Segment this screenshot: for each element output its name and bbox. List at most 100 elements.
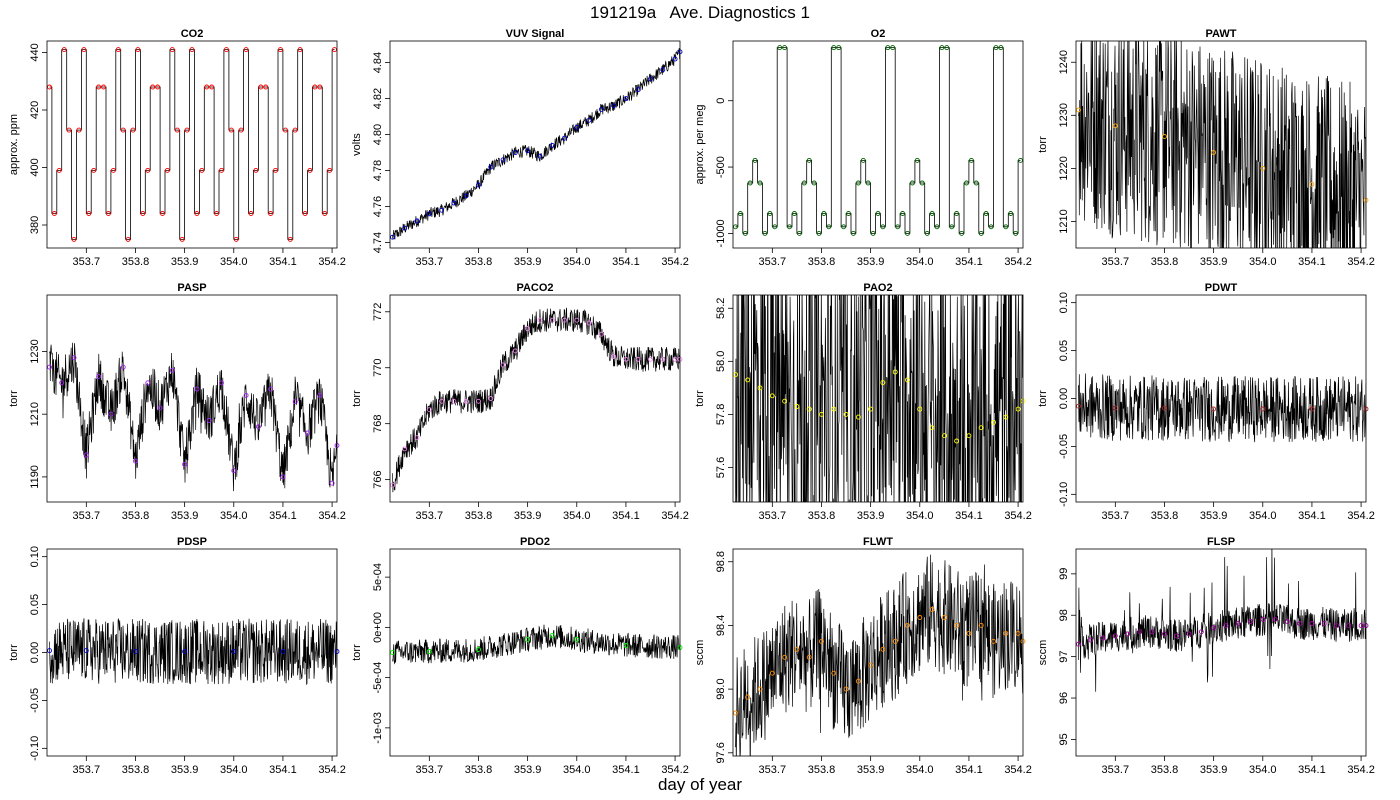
data-point	[733, 224, 738, 230]
data-point	[317, 392, 323, 398]
y-axis-label: approx. per meg	[694, 104, 706, 184]
y-tick-label: 58.2	[715, 298, 727, 319]
y-tick-label: 98.4	[715, 615, 727, 636]
data-point	[1112, 633, 1118, 639]
x-tick-label: 353.8	[808, 510, 836, 522]
data-point	[1003, 630, 1009, 636]
data-point	[255, 424, 261, 430]
data-point	[155, 84, 161, 90]
y-tick-label: 1230	[1058, 103, 1070, 127]
x-tick-label: 354.0	[906, 510, 934, 522]
x-tick-label: 353.9	[171, 764, 199, 776]
data-point	[757, 686, 763, 692]
x-tick-label: 353.8	[1151, 764, 1179, 776]
data-point	[81, 47, 87, 53]
chart-panel-pdwt: PDWT torr 353.7 353.8 353.9 354.0 354.1 354.2 -0…	[1037, 282, 1375, 522]
data-point	[282, 127, 288, 133]
data-point	[868, 406, 874, 412]
data-point	[672, 56, 678, 62]
data-point	[76, 127, 82, 133]
data-point	[757, 180, 763, 186]
y-tick-label: 4.78	[372, 160, 384, 181]
x-tick-label: 354.2	[318, 510, 346, 522]
y-axis-label: torr	[351, 390, 363, 407]
data-point	[133, 649, 138, 654]
data-point	[1162, 134, 1167, 139]
x-tick-label: 353.8	[122, 764, 150, 776]
x-tick-label: 354.2	[661, 510, 689, 522]
data-point	[934, 224, 940, 230]
x-tick-label: 353.7	[759, 510, 787, 522]
chart-title: PDWT	[1205, 282, 1238, 294]
data-point	[978, 622, 984, 628]
data-point	[1284, 619, 1290, 624]
data-point	[1018, 157, 1023, 163]
data-point	[476, 398, 481, 404]
y-tick-label: 1210	[29, 402, 41, 426]
data-point	[611, 103, 617, 109]
data-point	[179, 236, 185, 242]
data-point	[1297, 621, 1303, 626]
y-tick-label: 420	[29, 101, 41, 119]
data-point	[263, 84, 269, 90]
data-point	[549, 632, 555, 638]
data-point	[660, 356, 666, 362]
data-point	[954, 622, 960, 628]
data-point	[831, 406, 837, 412]
x-tick-label: 354.1	[612, 256, 640, 268]
series-trace	[49, 342, 337, 492]
data-point	[757, 385, 763, 391]
data-point	[782, 654, 788, 660]
data-point	[169, 367, 175, 373]
x-tick-label: 354.0	[220, 510, 248, 522]
data-point	[1211, 406, 1217, 412]
data-point	[919, 180, 925, 186]
data-point	[855, 414, 861, 420]
y-tick-label: 97.6	[715, 742, 727, 763]
chart-title: PDSP	[177, 536, 207, 548]
data-point	[327, 167, 333, 173]
x-tick-label: 353.9	[1200, 256, 1228, 268]
data-point	[978, 425, 984, 431]
data-point	[929, 607, 935, 612]
data-point	[905, 377, 910, 383]
y-tick-label: -500	[715, 156, 727, 178]
x-tick-label: 353.7	[416, 764, 444, 776]
data-point	[1008, 211, 1014, 216]
series-trace	[392, 624, 680, 665]
y-axis-label: volts	[351, 133, 363, 156]
data-point	[83, 648, 89, 654]
data-point	[939, 45, 945, 51]
data-point	[831, 670, 837, 676]
figure-x-axis-label: day of year	[657, 775, 743, 794]
data-point	[1015, 406, 1021, 412]
data-point	[787, 224, 792, 230]
data-point	[182, 461, 188, 467]
data-point	[414, 218, 420, 224]
data-point	[623, 643, 629, 648]
x-tick-label: 353.8	[465, 510, 493, 522]
x-tick-label: 354.0	[220, 764, 248, 776]
series-trace	[49, 617, 337, 686]
data-point	[1358, 623, 1364, 629]
data-point	[648, 76, 653, 82]
x-tick-label: 353.8	[465, 764, 493, 776]
data-point	[47, 648, 52, 654]
data-point	[312, 84, 318, 90]
data-point	[512, 150, 518, 156]
chart-title: FLSP	[1207, 536, 1235, 548]
x-tick-label: 354.2	[1347, 510, 1375, 522]
x-tick-label: 353.9	[514, 510, 542, 522]
series-trace	[735, 47, 1021, 234]
data-point	[56, 167, 62, 173]
data-point	[762, 230, 768, 236]
data-point	[660, 67, 666, 73]
x-tick-label: 353.9	[171, 510, 199, 522]
data-point	[463, 398, 469, 404]
data-point	[574, 636, 580, 642]
data-point	[238, 127, 244, 133]
y-tick-label: 0	[715, 98, 727, 104]
y-tick-label: 98.0	[715, 678, 727, 699]
data-point	[317, 84, 323, 90]
x-tick-label: 353.8	[1151, 256, 1179, 268]
